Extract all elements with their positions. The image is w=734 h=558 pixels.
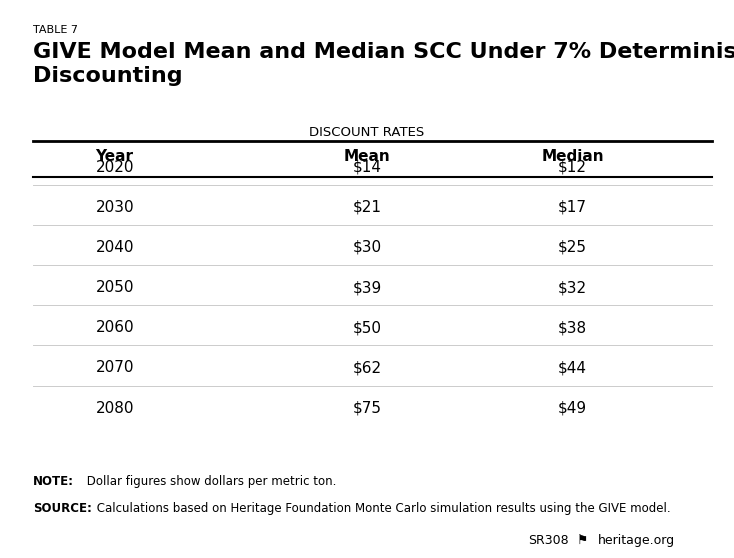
Text: Dollar figures show dollars per metric ton.: Dollar figures show dollars per metric t… xyxy=(83,475,336,488)
Text: DISCOUNT RATES: DISCOUNT RATES xyxy=(309,126,425,138)
Text: ⚑: ⚑ xyxy=(576,534,588,547)
Text: SR308: SR308 xyxy=(528,534,569,547)
Text: $50: $50 xyxy=(352,320,382,335)
Text: 2040: 2040 xyxy=(95,240,134,255)
Text: Mean: Mean xyxy=(344,149,390,164)
Text: $39: $39 xyxy=(352,280,382,295)
Text: Discounting: Discounting xyxy=(33,66,183,86)
Text: heritage.org: heritage.org xyxy=(598,534,675,547)
Text: GIVE Model Mean and Median SCC Under 7% Deterministic: GIVE Model Mean and Median SCC Under 7% … xyxy=(33,42,734,62)
Text: SOURCE:: SOURCE: xyxy=(33,502,92,515)
Text: 2070: 2070 xyxy=(95,360,134,376)
Text: 2060: 2060 xyxy=(95,320,134,335)
Text: $38: $38 xyxy=(558,320,587,335)
Text: TABLE 7: TABLE 7 xyxy=(33,25,78,35)
Text: $75: $75 xyxy=(352,401,382,416)
Text: 2080: 2080 xyxy=(95,401,134,416)
Text: $62: $62 xyxy=(352,360,382,376)
Text: $44: $44 xyxy=(558,360,587,376)
Text: NOTE:: NOTE: xyxy=(33,475,74,488)
Text: $30: $30 xyxy=(352,240,382,255)
Text: 2050: 2050 xyxy=(95,280,134,295)
Text: 2030: 2030 xyxy=(95,200,134,215)
Text: $32: $32 xyxy=(558,280,587,295)
Text: 2020: 2020 xyxy=(95,160,134,175)
Text: Calculations based on Heritage Foundation Monte Carlo simulation results using t: Calculations based on Heritage Foundatio… xyxy=(93,502,671,515)
Text: Median: Median xyxy=(541,149,604,164)
Text: $14: $14 xyxy=(352,160,382,175)
Text: $17: $17 xyxy=(558,200,587,215)
Text: Year: Year xyxy=(95,149,134,164)
Text: $21: $21 xyxy=(352,200,382,215)
Text: $25: $25 xyxy=(558,240,587,255)
Text: $12: $12 xyxy=(558,160,587,175)
Text: $49: $49 xyxy=(558,401,587,416)
